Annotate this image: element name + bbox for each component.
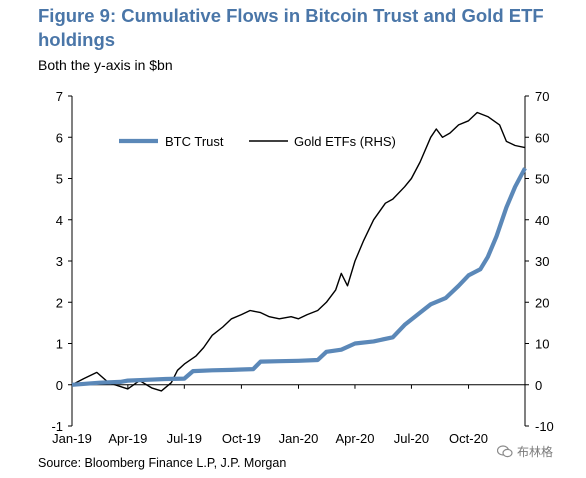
y-right-tick-label: 20 bbox=[535, 295, 549, 310]
legend-label-btc: BTC Trust bbox=[165, 134, 224, 149]
y-right-tick-label: 60 bbox=[535, 130, 549, 145]
x-tick-label: Oct-20 bbox=[449, 431, 488, 446]
chart-subtitle: Both the y-axis in $bn bbox=[38, 57, 173, 73]
x-tick-label: Jan-19 bbox=[52, 431, 92, 446]
watermark-text: 布林格 bbox=[517, 445, 554, 459]
y-left-tick-label: 7 bbox=[56, 89, 63, 104]
y-right-tick-label: 50 bbox=[535, 172, 549, 187]
y-left-tick-label: 3 bbox=[56, 254, 63, 269]
legend-label-gold: Gold ETFs (RHS) bbox=[294, 134, 396, 149]
y-right-tick-label: 30 bbox=[535, 254, 549, 269]
x-tick-label: Oct-19 bbox=[222, 431, 261, 446]
x-tick-label: Apr-20 bbox=[335, 431, 374, 446]
y-right-tick-label: 40 bbox=[535, 213, 549, 228]
y-right-tick-label: 70 bbox=[535, 89, 549, 104]
wechat-icon bbox=[497, 445, 513, 458]
y-left-tick-label: 0 bbox=[56, 378, 63, 393]
y-left-tick-label: 6 bbox=[56, 130, 63, 145]
y-right-tick-label: 0 bbox=[535, 378, 542, 393]
chart-series bbox=[71, 111, 527, 392]
y-left-tick-label: -1 bbox=[51, 419, 63, 434]
gold-etf-line bbox=[71, 111, 526, 392]
x-tick-label: Jul-19 bbox=[167, 431, 202, 446]
y-right-tick-label: 10 bbox=[535, 337, 549, 352]
chart-title: Figure 9: Cumulative Flows in Bitcoin Tr… bbox=[38, 5, 544, 50]
y-left-tick-label: 5 bbox=[56, 172, 63, 187]
chart-legend: BTC Trust Gold ETFs (RHS) bbox=[119, 134, 396, 149]
x-tick-label: Apr-19 bbox=[108, 431, 147, 446]
y-left-tick-label: 1 bbox=[56, 337, 63, 352]
watermark: 布林格 bbox=[497, 443, 553, 460]
y-right-tick-label: -10 bbox=[535, 419, 554, 434]
source-note: Source: Bloomberg Finance L.P, J.P. Morg… bbox=[38, 456, 287, 470]
btc-trust-line bbox=[71, 167, 527, 387]
y-left-tick-label: 4 bbox=[56, 213, 63, 228]
x-tick-label: Jan-20 bbox=[279, 431, 319, 446]
x-tick-label: Jul-20 bbox=[394, 431, 429, 446]
y-left-tick-label: 2 bbox=[56, 295, 63, 310]
